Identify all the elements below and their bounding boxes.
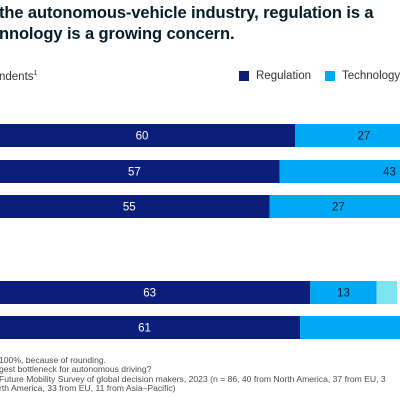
bar-group-1-row-1-segment-2 [295,124,400,147]
bar-group-1-row-3-segment-1 [0,195,270,218]
data-label-group-1-row-2-segment-1: 57 [128,167,141,179]
bar-group-1-row-2-segment-1 [0,160,280,183]
data-label-group-2-row-2-segment-1: 61 [138,323,151,335]
data-label-group-2-row-1-segment-1: 63 [143,288,156,300]
chart-title: the autonomous-vehicle industry, regulat… [0,3,400,45]
bar-group-2-row-2-segment-2 [300,316,400,339]
subtitle-text: ndents [0,70,34,83]
data-label-group-1-row-3-segment-1: 55 [123,202,136,214]
legend-swatch-technology [324,71,335,81]
data-label-group-1-row-2-segment-2: 43 [383,167,396,179]
bar-group-2-row-1-segment-3 [376,281,397,304]
title-line-1: the autonomous-vehicle industry, regulat… [0,4,374,22]
legend-item-technology: Technology [324,70,400,82]
bar-group-2-row-1-segment-1 [0,281,311,304]
bar-group-1-row-2-segment-2 [279,160,400,183]
bar-group-2-row-2-segment-1 [0,316,301,339]
bar-group-1-row-3-segment-2 [269,195,400,218]
data-label-group-1-row-1-segment-2: 27 [357,131,370,143]
data-label-group-2-row-1-segment-2: 13 [337,288,350,300]
footnotes: 100%, because of rounding. gest bottlene… [0,355,400,393]
data-label-group-1-row-3-segment-2: 27 [332,202,345,214]
legend-label-regulation: Regulation [256,70,311,82]
footnote-2: gest bottleneck for autonomous driving? [0,364,152,375]
footnote-3: Future Mobility Survey of global decisio… [0,373,386,384]
title-line-2: nnology is a growing concern. [0,25,235,43]
legend-swatch-regulation [239,71,249,81]
footnote-1: 100%, because of rounding. [0,355,107,365]
legend-label-technology: Technology [341,70,400,82]
subtitle-footnote-mark: 1 [33,70,38,77]
bar-group-2-row-1-segment-2 [310,281,377,304]
footnote-4: rth America, 33 from EU, 11 from Asia–Pa… [0,382,176,393]
chart-legend: Regulation Technology [239,70,400,82]
data-label-group-1-row-1-segment-1: 60 [136,131,149,143]
bar-group-1-row-1-segment-1 [0,124,295,147]
chart-subtitle: ndents1 [0,70,37,83]
legend-item-regulation: Regulation [239,70,311,82]
